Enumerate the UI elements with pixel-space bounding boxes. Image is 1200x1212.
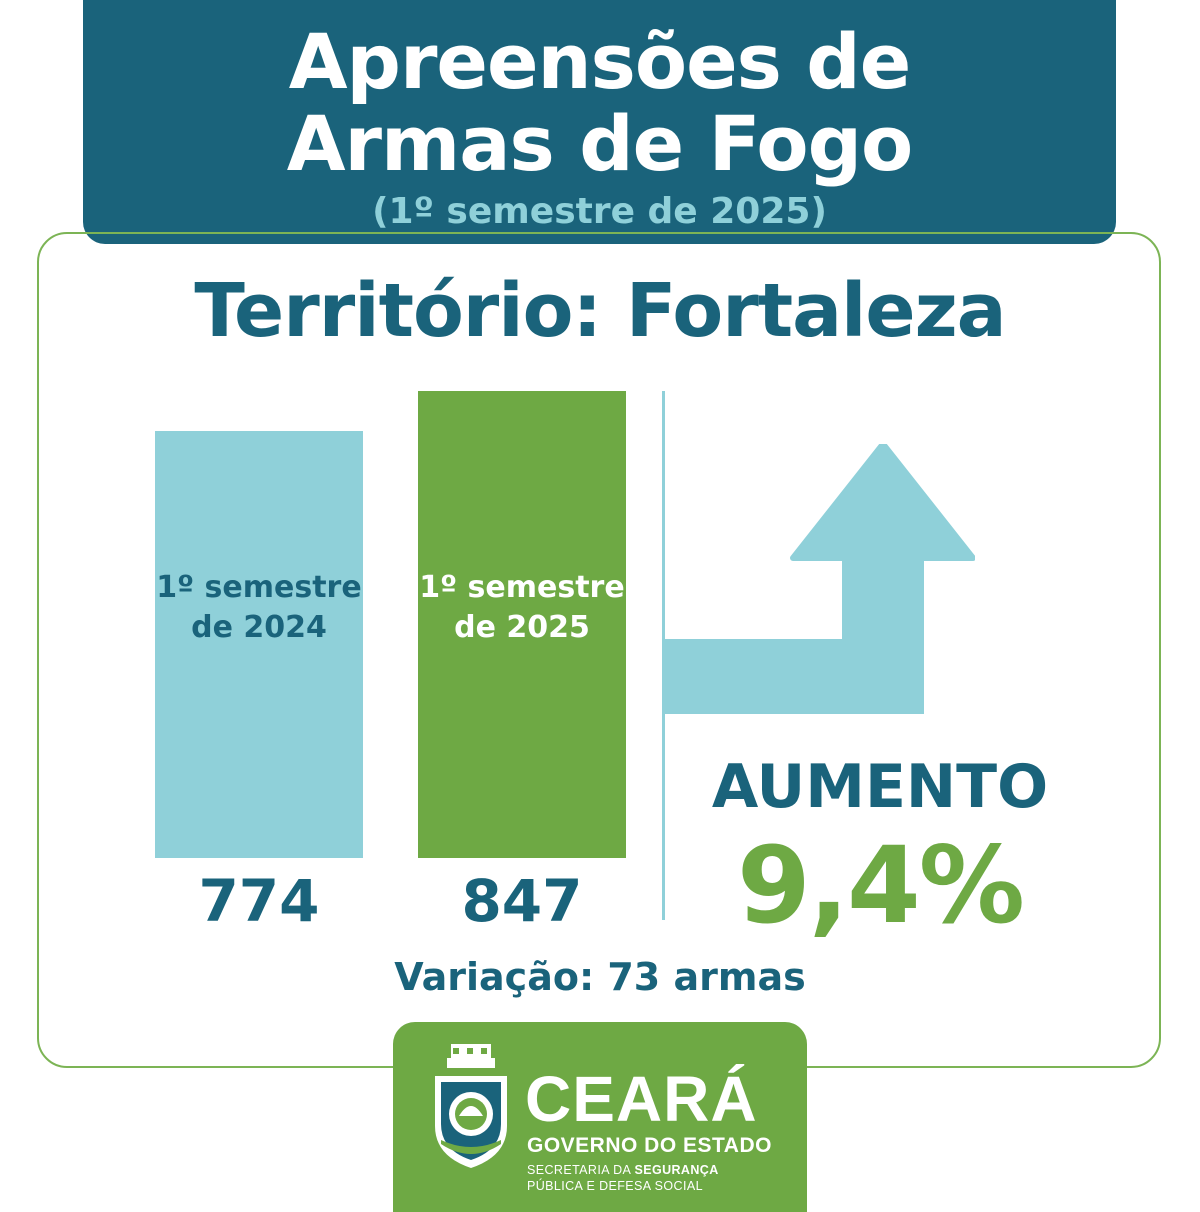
chart-bar-label-line: de 2025 <box>454 610 590 645</box>
subtitle: (1º semestre de 2025) <box>372 191 827 232</box>
chart-bar-label-line: 1º semestre <box>419 570 625 605</box>
trend-label: AUMENTO <box>711 752 1049 822</box>
secretariat-label: SECRETARIA DA SEGURANÇA PÚBLICA E DEFESA… <box>527 1162 719 1194</box>
trend-up-arrow-icon <box>665 444 975 714</box>
title-line-1: Apreensões de <box>288 17 912 106</box>
footer-logo-block: CEARÁ GOVERNO DO ESTADO SECRETARIA DA SE… <box>393 1022 807 1212</box>
state-coat-of-arms-icon <box>435 1044 507 1168</box>
chart-bar-label-1: 1º semestre de 2024 <box>155 568 363 648</box>
chart-bar-1: 1º semestre de 2024 <box>155 431 363 858</box>
secretariat-line-2: PÚBLICA E DEFESA SOCIAL <box>527 1179 703 1193</box>
territory-title: Território: Fortaleza <box>194 268 1006 354</box>
secretariat-line-1b: SEGURANÇA <box>634 1163 719 1177</box>
header-banner: Apreensões de Armas de Fogo (1º semestre… <box>83 0 1116 244</box>
secretariat-line-1a: SECRETARIA DA <box>527 1163 635 1177</box>
chart-bar-label-line: 1º semestre <box>156 570 362 605</box>
brand-name: CEARÁ <box>525 1063 758 1135</box>
variation-text: Variação: 73 armas <box>394 955 806 999</box>
title-line-2: Armas de Fogo <box>286 99 914 188</box>
government-label: GOVERNO DO ESTADO <box>527 1134 772 1157</box>
chart-bar-label-line: de 2024 <box>191 610 327 645</box>
chart-value-label-1: 774 <box>198 867 320 935</box>
chart-bar-2: 1º semestre de 2025 <box>418 391 626 858</box>
divider-line <box>662 391 665 920</box>
chart-bar-label-2: 1º semestre de 2025 <box>418 568 626 648</box>
chart-value-label-2: 847 <box>461 867 583 935</box>
trend-percent: 9,4% <box>737 824 1025 947</box>
